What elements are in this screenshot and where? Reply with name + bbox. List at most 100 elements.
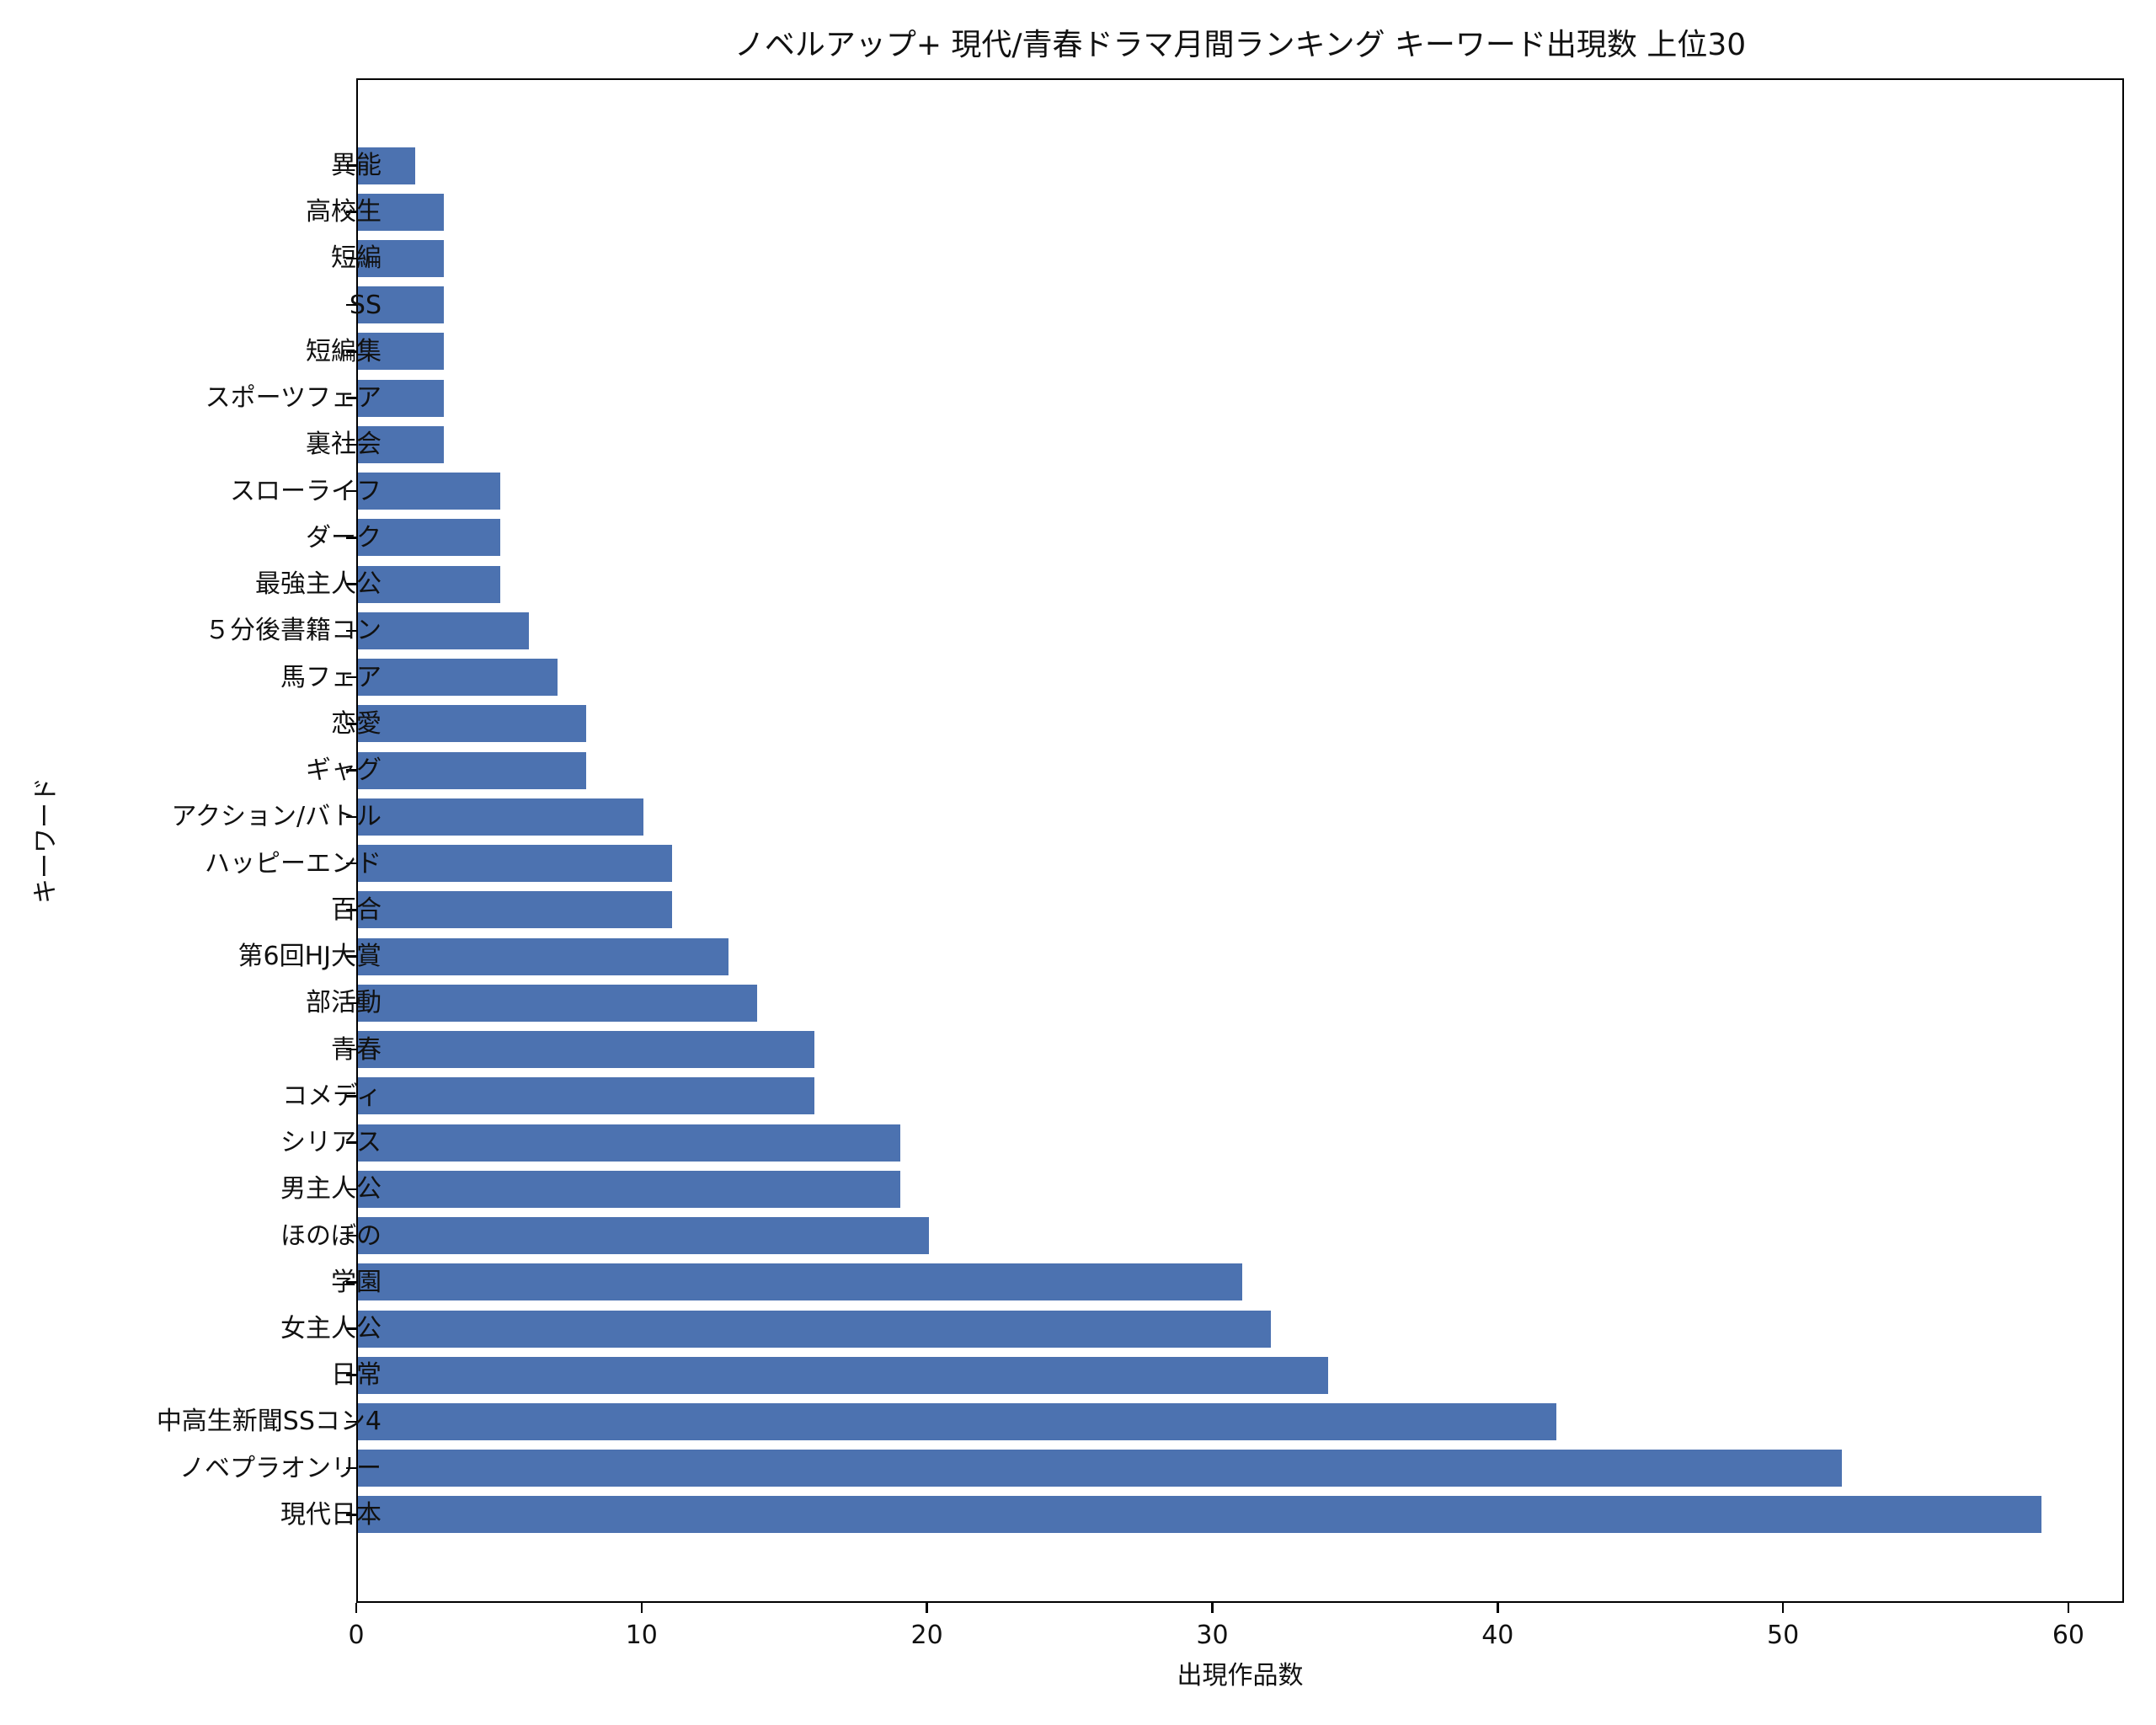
y-tick-mark <box>346 723 356 725</box>
y-tick-label: 第6回HJ大賞 <box>237 942 382 972</box>
bar <box>358 1496 2042 1534</box>
y-tick-label: 短編集 <box>306 336 382 366</box>
y-tick-mark <box>346 1048 356 1051</box>
y-tick-mark <box>346 1234 356 1237</box>
bar <box>358 751 587 789</box>
y-tick-mark <box>346 350 356 353</box>
y-tick-label: 部活動 <box>306 988 382 1018</box>
y-tick-label: 中高生新聞SSコン4 <box>156 1407 382 1437</box>
y-tick-label: 恋愛 <box>331 708 382 739</box>
y-tick-label: 高校生 <box>306 197 382 227</box>
y-tick-mark <box>346 1514 356 1516</box>
y-tick-mark <box>346 443 356 446</box>
y-tick-mark <box>346 583 356 585</box>
y-tick-label: 短編 <box>331 243 382 274</box>
y-tick-mark <box>346 489 356 493</box>
x-tick-mark <box>355 1603 358 1613</box>
bar <box>358 239 444 277</box>
bar <box>358 937 729 975</box>
bar <box>358 798 643 836</box>
bar <box>358 611 530 649</box>
y-tick-mark <box>346 629 356 633</box>
bar <box>358 659 558 697</box>
bar <box>358 1217 929 1255</box>
y-tick-label: 現代日本 <box>280 1499 382 1530</box>
y-tick-mark <box>346 815 356 819</box>
y-tick-mark <box>346 1281 356 1284</box>
x-tick-label: 10 <box>625 1621 658 1650</box>
x-tick-mark <box>2067 1603 2070 1613</box>
y-tick-label: ダーク <box>306 522 382 553</box>
y-tick-label: ５分後書籍コン <box>205 616 382 646</box>
y-tick-mark <box>346 1188 356 1191</box>
bar <box>358 1170 900 1208</box>
x-tick-mark <box>1211 1603 1214 1613</box>
bar <box>358 1124 900 1162</box>
bar <box>358 705 587 743</box>
chart-title: ノベルアップ+ 現代/青春ドラマ月間ランキング キーワード出現数 上位30 <box>734 28 1747 62</box>
bar <box>358 1077 815 1115</box>
y-tick-mark <box>346 862 356 865</box>
y-tick-mark <box>346 1095 356 1097</box>
y-tick-mark <box>346 955 356 958</box>
bar <box>358 845 672 883</box>
y-tick-label: 百合 <box>331 895 382 925</box>
y-tick-label: 女主人公 <box>280 1314 382 1343</box>
bar <box>358 519 501 557</box>
bar <box>358 565 501 603</box>
bar <box>358 1310 1272 1348</box>
y-tick-label: 裏社会 <box>306 430 382 460</box>
bar <box>358 1450 1842 1487</box>
plot-area <box>346 78 2124 1603</box>
y-tick-label: 最強主人公 <box>255 569 382 600</box>
y-tick-label: スポーツフェア <box>205 383 382 414</box>
y-tick-label: 男主人公 <box>280 1174 382 1204</box>
x-tick-label: 50 <box>1767 1621 1800 1650</box>
y-axis-label: キーワード <box>31 777 61 904</box>
y-tick-label: 日常 <box>331 1360 382 1391</box>
y-tick-mark <box>346 1001 356 1005</box>
bar <box>358 193 444 231</box>
bar <box>358 1402 1557 1440</box>
x-tick-label: 60 <box>2052 1621 2085 1650</box>
y-tick-label: ほのぼの <box>280 1220 382 1251</box>
bar <box>358 333 444 371</box>
y-tick-mark <box>346 164 356 167</box>
x-tick-mark <box>1781 1603 1785 1613</box>
x-tick-mark <box>1497 1603 1499 1613</box>
y-tick-label: ギャグ <box>306 756 382 786</box>
y-tick-mark <box>346 1374 356 1376</box>
y-tick-mark <box>346 769 356 772</box>
y-tick-mark <box>346 909 356 911</box>
x-tick-label: 30 <box>1196 1621 1229 1650</box>
bar <box>358 425 444 463</box>
bar <box>358 1356 1328 1394</box>
y-tick-label: ノベプラオンリー <box>179 1453 382 1483</box>
x-tick-mark <box>640 1603 643 1613</box>
y-tick-label: 学園 <box>331 1267 382 1297</box>
x-axis-label: 出現作品数 <box>1177 1661 1304 1690</box>
bar <box>358 1031 815 1069</box>
bar <box>358 286 444 324</box>
y-tick-label: 馬フェア <box>280 662 382 692</box>
bar <box>358 1263 1243 1301</box>
bar <box>358 891 672 929</box>
y-tick-mark <box>346 1327 356 1330</box>
y-tick-label: シリアス <box>280 1128 382 1158</box>
y-tick-mark <box>346 397 356 399</box>
y-tick-label: 異能 <box>331 151 382 180</box>
y-tick-mark <box>346 1141 356 1144</box>
x-tick-label: 0 <box>348 1621 365 1650</box>
y-tick-label: SS <box>349 290 382 320</box>
y-tick-label: スローライフ <box>230 476 382 506</box>
y-tick-label: コメディ <box>282 1081 382 1111</box>
y-tick-mark <box>346 211 356 213</box>
y-tick-label: アクション/バトル <box>171 802 382 832</box>
x-tick-label: 20 <box>910 1621 943 1650</box>
bar <box>358 473 501 510</box>
y-tick-mark <box>346 1466 356 1470</box>
y-tick-mark <box>346 1420 356 1423</box>
y-tick-mark <box>346 257 356 260</box>
y-tick-mark <box>346 303 356 307</box>
y-tick-label: ハッピーエンド <box>205 848 382 879</box>
